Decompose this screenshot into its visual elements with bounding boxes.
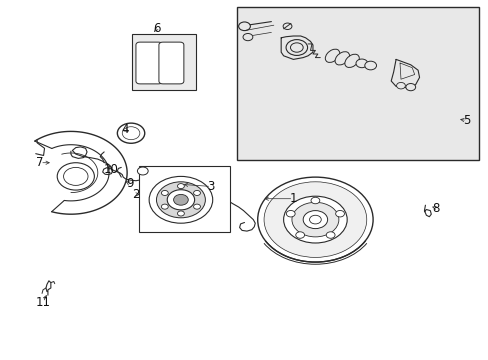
Ellipse shape: [334, 52, 349, 65]
Circle shape: [264, 182, 366, 257]
Text: 5: 5: [462, 114, 470, 127]
FancyBboxPatch shape: [136, 42, 162, 84]
Text: 7: 7: [36, 156, 44, 169]
Text: 3: 3: [207, 180, 215, 193]
FancyBboxPatch shape: [159, 42, 183, 84]
Circle shape: [149, 176, 212, 223]
Circle shape: [335, 211, 344, 217]
Text: 1: 1: [289, 192, 297, 205]
Bar: [139, 166, 229, 232]
Circle shape: [286, 211, 295, 217]
Circle shape: [405, 84, 415, 91]
Circle shape: [177, 184, 184, 189]
Circle shape: [57, 163, 94, 190]
Circle shape: [193, 204, 200, 209]
Circle shape: [161, 190, 168, 195]
Circle shape: [285, 40, 307, 55]
Circle shape: [364, 61, 376, 70]
Bar: [132, 34, 195, 90]
Text: 9: 9: [125, 177, 133, 190]
Circle shape: [137, 167, 148, 175]
Text: 8: 8: [431, 202, 439, 215]
Circle shape: [193, 190, 200, 195]
Circle shape: [291, 202, 338, 237]
Bar: [237, 7, 478, 160]
Circle shape: [243, 33, 252, 41]
Circle shape: [355, 59, 367, 68]
Text: 2: 2: [132, 188, 140, 201]
Circle shape: [173, 194, 188, 205]
Circle shape: [177, 211, 184, 216]
Text: 10: 10: [104, 163, 119, 176]
Circle shape: [167, 190, 194, 210]
Text: 4: 4: [121, 123, 129, 136]
Circle shape: [283, 196, 346, 243]
Circle shape: [238, 22, 250, 31]
Circle shape: [396, 82, 405, 89]
Circle shape: [156, 182, 205, 218]
Circle shape: [257, 177, 372, 262]
Circle shape: [295, 232, 304, 238]
Circle shape: [310, 197, 319, 204]
Ellipse shape: [325, 49, 339, 62]
Circle shape: [161, 204, 168, 209]
Circle shape: [325, 232, 334, 238]
Circle shape: [303, 211, 327, 229]
Text: 6: 6: [152, 22, 160, 35]
Text: 11: 11: [36, 296, 50, 309]
Ellipse shape: [344, 54, 359, 67]
